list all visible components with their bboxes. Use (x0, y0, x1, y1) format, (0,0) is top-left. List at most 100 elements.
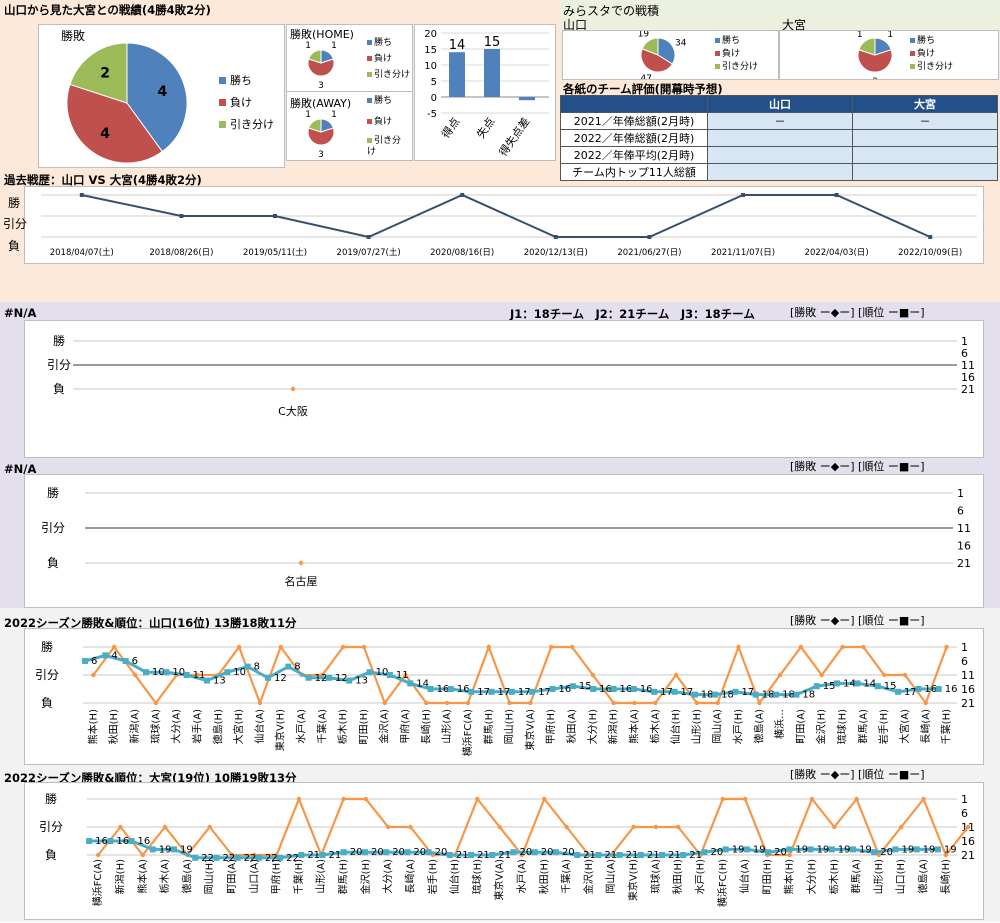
rank-tick-label: 6 (961, 655, 968, 668)
x-category-label: 栃木(A) (158, 859, 171, 894)
rank-data-label: 20 (413, 847, 426, 858)
x-category-label: 新潟(H) (607, 709, 620, 744)
x-category-label: 仙台(H) (669, 709, 682, 744)
rank-point (171, 846, 177, 853)
rank-point (149, 846, 156, 853)
rank-data-label: 17 (680, 687, 693, 698)
rank-data-label: 17 (660, 687, 673, 698)
result-point (819, 672, 824, 678)
home-pie-title: 勝敗(HOME) (290, 28, 354, 41)
result-point (444, 700, 450, 706)
rank-point (807, 846, 814, 853)
rank-point (915, 686, 922, 692)
rank-data-label: 20 (880, 847, 893, 858)
result-series-line (92, 643, 948, 707)
result-point (408, 824, 413, 830)
rank-data-label: 15 (884, 681, 897, 692)
rank-data-label: 11 (193, 670, 206, 681)
bar (449, 52, 465, 97)
rank-data-label: 15 (823, 681, 836, 692)
x-category-label: 新潟(A) (128, 709, 141, 744)
rank-data-label: 6 (91, 656, 97, 667)
rank-tick-label: 1 (957, 487, 964, 500)
rank-data-label: 21 (477, 850, 490, 861)
pie-slice (641, 37, 659, 56)
away-pie-box: 勝敗(AWAY) 1 3 1 勝ち 負け 引き分け (286, 91, 413, 161)
y-result-label: 勝 (47, 485, 59, 500)
result-point (569, 644, 575, 650)
x-category-label: 熊本(H) (783, 859, 796, 894)
mirasuta-yamaguchi-box: 34 47 19 勝ち 負け 引き分け (562, 30, 779, 80)
x-category-label: 熊本(A) (627, 709, 640, 744)
y-result-label: 勝 (41, 639, 53, 654)
rank-data-label: 13 (355, 676, 368, 687)
y-result-label: 勝 (53, 333, 65, 348)
x-category-label: 山口(A) (248, 859, 260, 894)
rank-point (425, 849, 432, 856)
rank-point (82, 658, 89, 664)
pie-slice (67, 83, 163, 164)
result-point (385, 824, 391, 830)
result-point (736, 644, 741, 650)
rank-point (732, 688, 739, 695)
rank-data-label: 19 (901, 844, 914, 855)
rank-data-label: 21 (583, 850, 596, 861)
pie-slice (69, 42, 128, 104)
rank-data-label: 19 (795, 844, 808, 855)
series-line (81, 193, 931, 239)
x-category-label: 千葉(H) (292, 859, 305, 894)
pie-data-label: 1 (857, 31, 863, 40)
rank-point (427, 686, 434, 692)
rank-data-label: 6 (132, 656, 138, 667)
omiya-season-legend: [勝敗 ー◆ー] [順位 ー■ー] (790, 768, 925, 781)
evaluation-header-row: 山口 大宮 (560, 95, 998, 113)
rank-data-label: 19 (838, 844, 851, 855)
rank-data-label: 10 (172, 667, 185, 678)
result-point (252, 852, 257, 858)
rank-point (488, 688, 495, 695)
rank-data-label: 16 (559, 684, 572, 695)
rank-point (529, 688, 536, 695)
rank-point (680, 852, 687, 858)
x-category-label: 長崎(A) (403, 859, 416, 894)
rank-data-label: 17 (498, 687, 511, 698)
rank-data-label: 21 (456, 850, 469, 861)
result-point (278, 644, 283, 650)
result-point (507, 700, 512, 706)
history-y-label: 負 (8, 239, 21, 253)
mirasuta-omiya-legend: 勝ち 負け 引き分け (910, 35, 953, 74)
rank-point (383, 849, 390, 856)
rank-data-label: 21 (668, 850, 681, 861)
rank-point (102, 652, 109, 659)
rank-data-label: 12 (274, 673, 287, 684)
x-tick-label: 2022/10/09(日) (898, 248, 962, 258)
total-pie-title: 勝敗 (61, 29, 86, 43)
rank-data-label: 16 (619, 684, 632, 695)
x-category-label: 琉球(H) (836, 709, 849, 744)
rank-data-label: 20 (710, 847, 723, 858)
x-category-label: 横浜… (773, 709, 786, 739)
result-point (720, 796, 725, 802)
x-tick-label: 2020/08/16(日) (430, 248, 494, 258)
x-category-label: 得点 (439, 115, 462, 140)
x-category-label: 群馬(H) (337, 859, 350, 894)
rank-point (163, 669, 170, 676)
result-point (519, 852, 525, 858)
mirasuta-yamaguchi-pie: 34 47 19 (638, 31, 687, 79)
x-category-label: 大宮(H) (232, 709, 245, 744)
na1-legend: [勝敗 ー◆ー] [順位 ー■ー] (790, 306, 925, 319)
rank-point (531, 849, 538, 856)
rank-point (234, 854, 241, 861)
rank-point (244, 663, 251, 670)
rank-data-label: 19 (817, 844, 830, 855)
rank-data-label: 19 (753, 844, 766, 855)
x-tick-label: 2022/04/03(日) (805, 248, 869, 258)
y-tick-label: 0 (431, 93, 437, 104)
result-point (876, 852, 882, 858)
x-category-label: 栃木(H) (336, 709, 349, 744)
rank-point (630, 686, 637, 692)
x-category-label: 大分(H) (586, 709, 599, 744)
rank-tick-label: 1 (961, 335, 968, 348)
rank-point (264, 674, 271, 681)
rank-data-label: 10 (376, 667, 389, 678)
